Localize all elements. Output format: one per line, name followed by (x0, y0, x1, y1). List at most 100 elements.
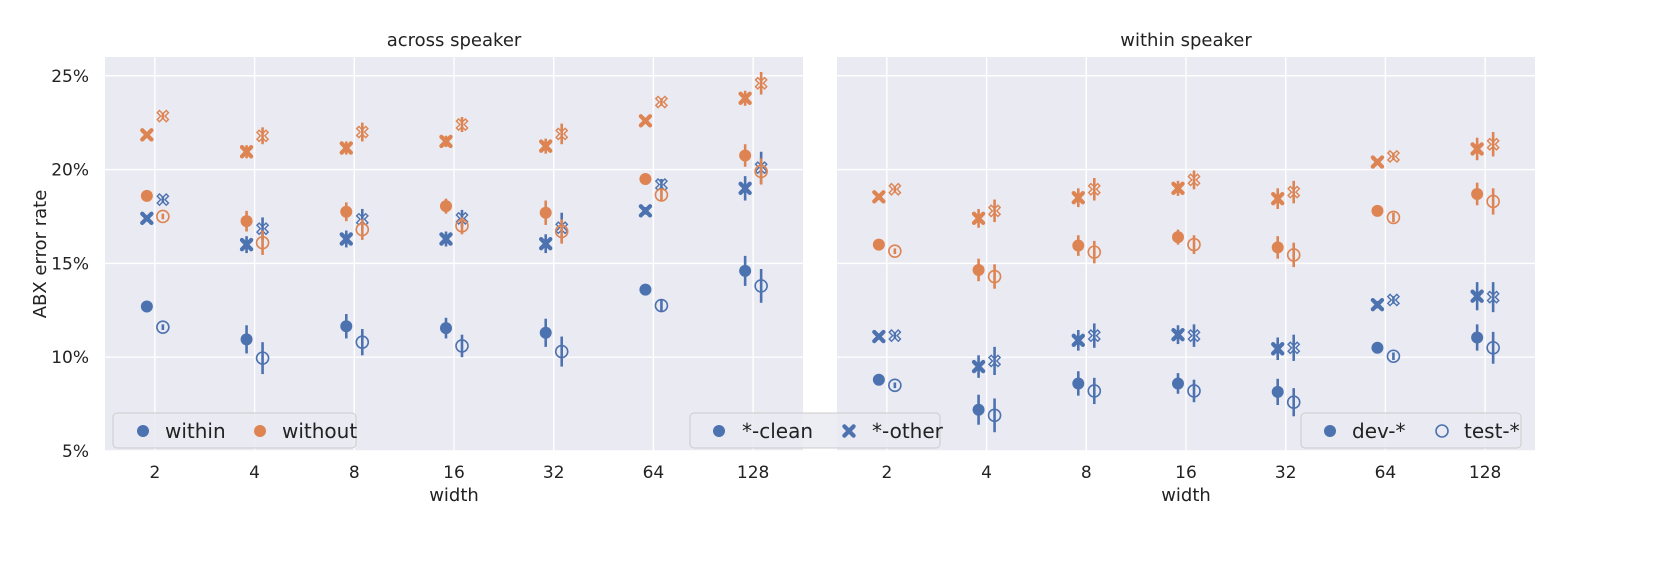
data-point (639, 283, 652, 296)
data-point (255, 129, 270, 143)
data-point (1072, 377, 1085, 390)
data-point (1386, 293, 1401, 307)
series-within-clean-dev (872, 324, 1484, 425)
data-point (339, 141, 353, 155)
data-point (1471, 331, 1484, 344)
x-tick-label: 32 (1275, 463, 1297, 483)
data-point (539, 326, 552, 339)
data-point (1386, 149, 1401, 164)
panel-title: within speaker (1120, 30, 1252, 51)
data-point (971, 211, 986, 226)
panel-title: across speaker (387, 30, 522, 51)
data-point (554, 224, 569, 239)
x-axis-label: width (429, 485, 479, 506)
data-point (455, 339, 469, 353)
legend-marker (254, 425, 266, 437)
x-tick-label: 4 (249, 463, 260, 483)
legend-frame (689, 412, 941, 449)
data-point (872, 329, 886, 344)
y-tick-label: 25% (51, 67, 89, 87)
legend-marker (842, 424, 856, 438)
data-point (156, 109, 170, 123)
data-point (888, 378, 902, 393)
data-point (156, 193, 170, 207)
data-point (987, 354, 1002, 368)
data-point (1386, 349, 1401, 364)
data-point (754, 279, 768, 293)
data-point (1287, 185, 1301, 199)
data-point (1172, 377, 1184, 390)
data-point (339, 232, 353, 246)
data-point (1087, 245, 1102, 259)
x-tick-label: 64 (643, 463, 665, 483)
data-point (1187, 237, 1201, 252)
data-point (340, 205, 353, 218)
y-tick-label: 5% (62, 442, 89, 462)
series-without-other-dev (872, 137, 1484, 228)
data-point (455, 211, 469, 225)
data-point (1187, 384, 1201, 398)
x-tick-label: 16 (1175, 463, 1197, 483)
y-tick-label: 10% (51, 348, 89, 368)
data-point (987, 269, 1002, 284)
data-point (455, 117, 469, 132)
data-point (156, 320, 170, 334)
series-within-other-dev (140, 176, 752, 254)
data-point (1287, 341, 1301, 355)
legend-marker (1435, 424, 1449, 438)
data-point (739, 264, 752, 277)
x-tick-label: 32 (543, 463, 565, 483)
data-point (355, 335, 370, 349)
x-tick-label: 16 (443, 463, 465, 483)
data-point (971, 359, 986, 374)
series-without-clean-test (156, 158, 768, 255)
legend-label: within (165, 419, 226, 443)
legend-marker (137, 425, 149, 437)
data-point (987, 408, 1002, 423)
data-point (638, 204, 653, 218)
data-point (455, 219, 469, 233)
data-point (355, 125, 369, 139)
data-point (1370, 297, 1385, 312)
data-point (239, 237, 254, 252)
panel-within-speaker: within speaker 2 4 8 16 32 64 128 width (837, 30, 1535, 506)
series-without-clean-dev (140, 144, 752, 232)
data-point (1271, 342, 1285, 356)
data-point (539, 236, 553, 251)
data-point (539, 206, 552, 219)
data-point (738, 91, 752, 105)
data-point (654, 188, 669, 202)
data-point (888, 329, 902, 343)
data-point (754, 76, 768, 90)
data-point (872, 238, 885, 251)
data-point (355, 212, 369, 226)
legend-label: dev-* (1352, 419, 1406, 443)
x-tick-label: 64 (1375, 463, 1397, 483)
data-point (972, 403, 985, 416)
data-point (872, 190, 886, 204)
series-without-other-test (888, 132, 1500, 223)
data-point (888, 244, 902, 258)
series-without-clean-dev (872, 182, 1484, 282)
data-point (638, 114, 653, 128)
data-point (738, 181, 752, 196)
data-point (539, 139, 553, 153)
x-tick-label: 2 (149, 463, 160, 483)
data-point (1486, 194, 1500, 209)
data-point (1486, 290, 1500, 304)
legend-frame (1300, 412, 1522, 449)
data-point (639, 172, 652, 185)
data-point (654, 95, 669, 109)
data-point (1071, 333, 1085, 348)
y-axis-label: ABX error rate (30, 190, 51, 319)
data-point (1371, 204, 1384, 217)
legend-label: *-clean (742, 419, 813, 443)
data-point (140, 189, 153, 202)
data-point (156, 209, 170, 224)
legend-fill: dev-* test-* (1300, 412, 1522, 449)
legend-label: without (282, 419, 357, 443)
series-without-clean-test (888, 188, 1500, 289)
data-point (255, 235, 270, 250)
data-point (654, 177, 669, 192)
